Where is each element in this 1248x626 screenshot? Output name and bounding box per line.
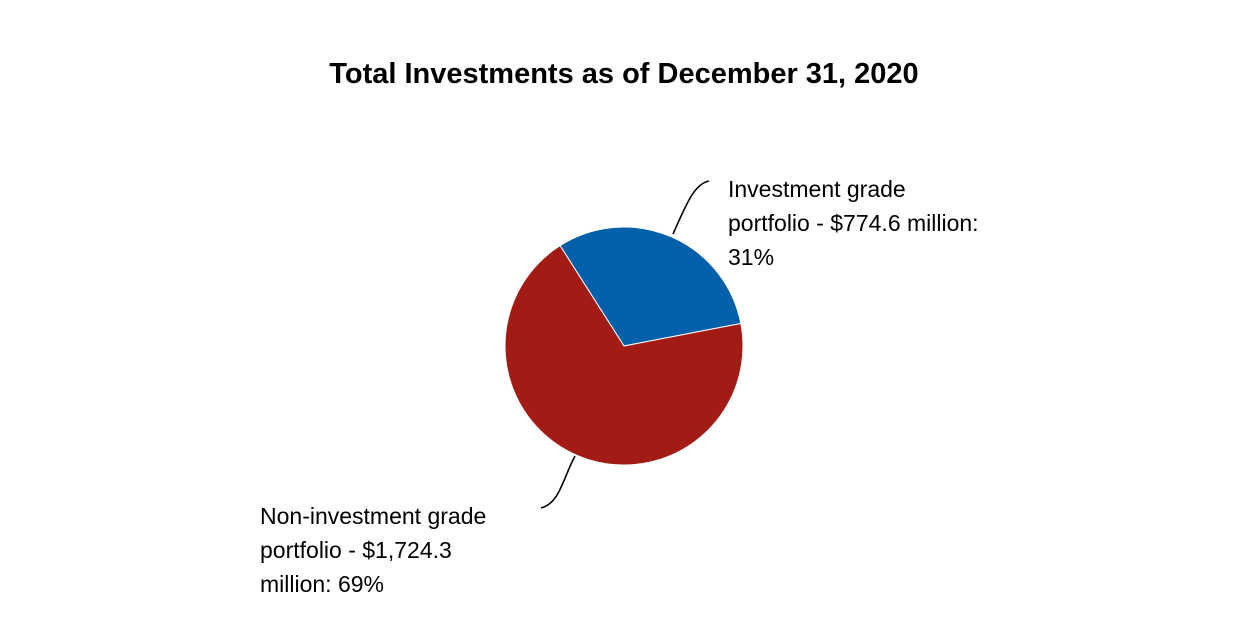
label-line: million: 69% [260,571,384,597]
pie-slice-non-investment-grade [504,244,744,466]
leader-line-non-investment-grade [540,455,576,509]
label-line: 31% [728,244,775,270]
label-line: portfolio - $774.6 million: [728,210,979,236]
leader-line-investment-grade [672,180,710,235]
label-line: Investment grade [728,176,906,202]
label-line: Non-investment grade [260,503,487,529]
label-line: portfolio - $1,724.3 [260,537,452,563]
data-label-investment-grade: Investment grade portfolio - $774.6 mill… [728,172,1048,274]
chart-title: Total Investments as of December 31, 202… [329,58,919,90]
data-label-non-investment-grade: Non-investment grade portfolio - $1,724.… [260,499,560,601]
